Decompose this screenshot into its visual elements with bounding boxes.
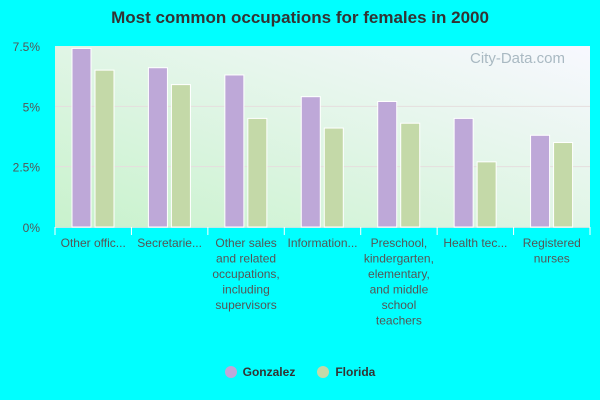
bar-florida	[323, 127, 344, 228]
x-tick-label: Other sales and related occupations, includ…	[212, 236, 279, 312]
bar-gonzalez	[147, 67, 168, 228]
y-tick-label: 7.5%	[13, 40, 41, 54]
bar-florida	[170, 84, 191, 228]
bar-florida	[94, 69, 115, 228]
legend-label: Florida	[335, 365, 376, 379]
watermark: City-Data.com	[470, 50, 565, 67]
x-tick-label: Information...	[287, 236, 357, 250]
y-tick-label: 0%	[23, 221, 41, 235]
bar-florida	[247, 117, 268, 228]
bar-gonzalez	[377, 101, 398, 228]
bar-florida	[553, 142, 574, 228]
x-tick-label: Secretarie...	[137, 236, 202, 250]
legend-item-florida: Florida	[317, 365, 375, 379]
x-tick-label: Other offic...	[61, 236, 126, 250]
legend-item-gonzalez: Gonzalez	[224, 365, 296, 379]
legend-swatch	[224, 366, 237, 378]
chart-title: Most common occupations for females in 2…	[111, 8, 489, 27]
bar-gonzalez	[453, 117, 474, 228]
legend-label: Gonzalez	[242, 365, 296, 379]
y-tick-label: 5%	[23, 100, 41, 114]
x-tick-label: Preschool, kindergarten, elementary, and mi…	[364, 236, 434, 328]
x-tick-label: Registered nurses	[523, 236, 581, 266]
bar-florida	[400, 122, 421, 228]
legend-swatch	[317, 366, 330, 378]
y-tick-label: 2.5%	[13, 161, 41, 175]
bar-gonzalez	[71, 47, 92, 228]
bar-gonzalez	[300, 96, 321, 228]
x-tick-label: Health tec...	[443, 236, 507, 250]
plot-area	[55, 46, 590, 227]
bar-gonzalez	[530, 134, 551, 228]
bar-florida	[476, 161, 497, 228]
bar-gonzalez	[224, 74, 245, 228]
legend: Gonzalez Florida	[0, 365, 600, 379]
